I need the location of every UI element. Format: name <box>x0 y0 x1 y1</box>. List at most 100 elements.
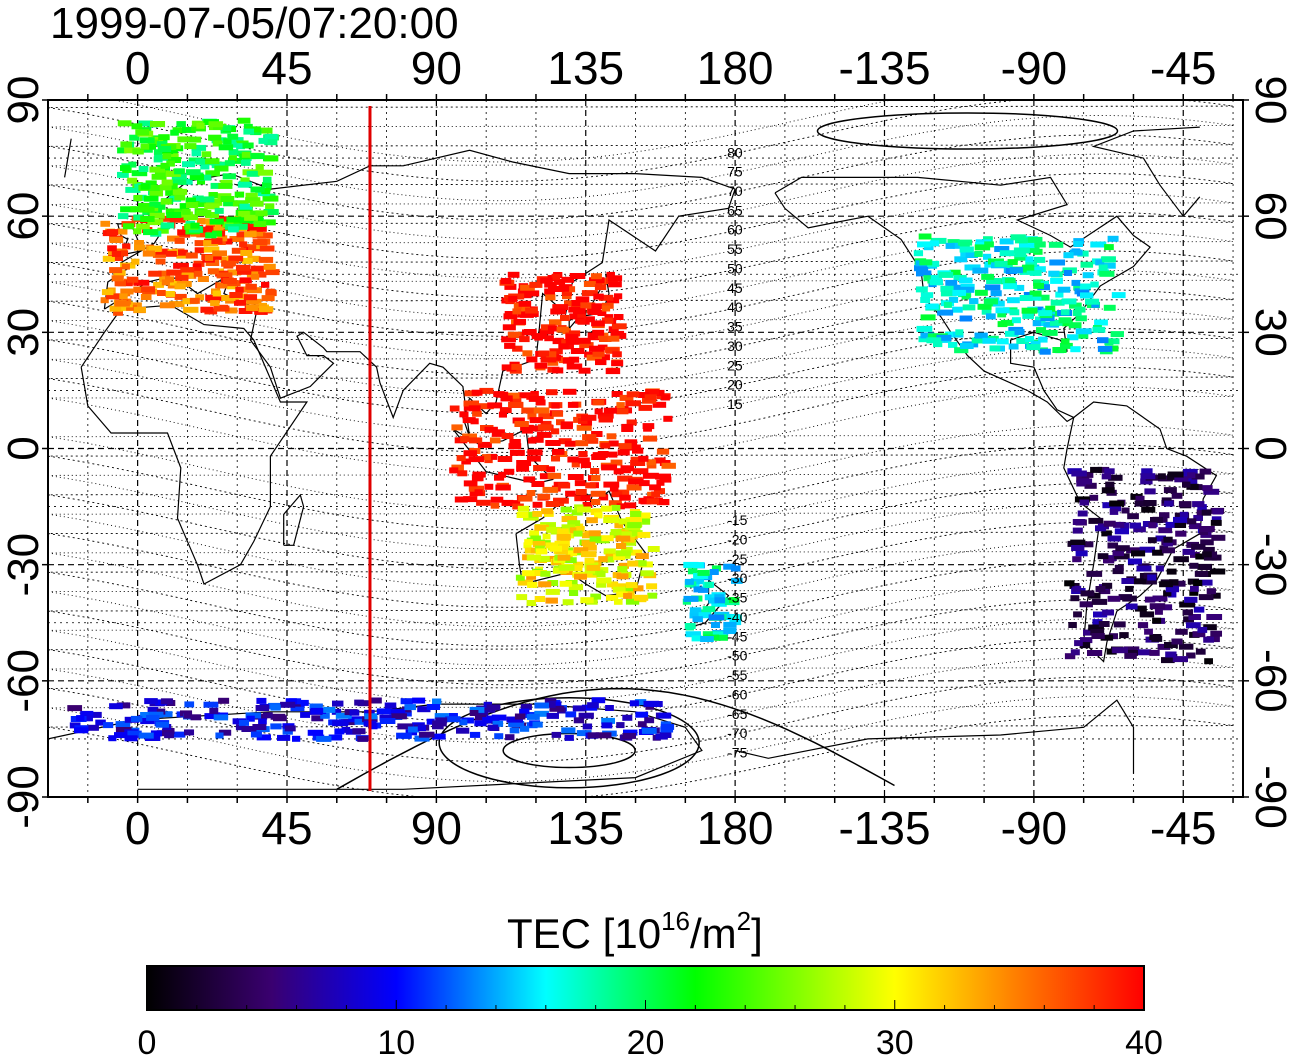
tec-point <box>1173 556 1189 563</box>
tec-point <box>131 258 140 265</box>
tec-point <box>1095 586 1106 592</box>
tec-point <box>621 546 633 553</box>
tec-point <box>622 732 637 739</box>
tec-point <box>551 410 564 417</box>
tec-point <box>139 137 155 144</box>
tec-point <box>153 281 165 288</box>
tec-point <box>215 223 226 230</box>
tec-point <box>630 511 642 517</box>
tec-point <box>567 520 581 527</box>
colorbar-title-mid: /m <box>690 910 737 957</box>
contour-label: 50 <box>727 260 743 276</box>
tec-point <box>1195 553 1209 560</box>
tec-point <box>1112 647 1128 654</box>
tec-point <box>592 350 605 357</box>
tec-point <box>153 149 163 156</box>
tec-point <box>191 270 203 277</box>
tec-point <box>1058 317 1072 324</box>
tec-point <box>587 437 599 444</box>
tec-point <box>1186 483 1199 490</box>
magnetic-contour <box>48 637 1234 724</box>
tec-point <box>1080 590 1095 597</box>
tec-point <box>469 710 479 716</box>
tec-point <box>1109 505 1122 512</box>
tec-point <box>575 489 587 495</box>
tec-point <box>578 457 590 464</box>
tec-point <box>642 397 657 404</box>
tec-point <box>191 144 207 151</box>
tec-point <box>1113 521 1125 528</box>
tec-point <box>239 719 250 726</box>
tec-point <box>177 136 192 143</box>
tec-point <box>1078 478 1093 485</box>
tec-point <box>552 304 569 311</box>
tec-point <box>608 500 622 507</box>
tec-point <box>119 250 129 257</box>
tec-point <box>237 223 248 230</box>
tec-point <box>916 325 933 332</box>
tec-point <box>245 192 258 199</box>
tec-point <box>117 171 129 178</box>
tec-point <box>626 419 637 426</box>
tec-point <box>569 273 586 279</box>
contour-label: 20 <box>727 377 743 393</box>
tec-point <box>554 278 566 285</box>
tec-point <box>162 153 172 160</box>
tec-point <box>133 306 146 313</box>
tec-point <box>1050 299 1065 306</box>
tec-point <box>200 306 214 313</box>
tec-point <box>697 569 710 576</box>
tec-point <box>550 308 567 315</box>
tec-point <box>509 397 522 403</box>
tec-point <box>1193 515 1203 521</box>
tec-point <box>475 475 484 482</box>
tec-point <box>1026 344 1041 351</box>
tec-point <box>1068 622 1077 628</box>
top-axis-label: -45 <box>1150 42 1216 94</box>
tec-point <box>995 307 1010 314</box>
tec-point <box>148 711 164 718</box>
tec-point <box>256 697 267 704</box>
tec-point <box>463 400 480 407</box>
tec-point <box>196 231 212 238</box>
tec-point <box>549 319 562 326</box>
tec-point <box>591 454 606 460</box>
tec-point <box>1164 642 1178 648</box>
tec-point <box>684 578 694 585</box>
tec-point <box>197 217 206 224</box>
tec-point <box>927 260 940 267</box>
tec-point <box>1191 543 1206 550</box>
tec-point <box>564 734 574 741</box>
tec-point <box>1203 488 1220 495</box>
tec-point <box>165 291 175 297</box>
tec-point <box>578 712 594 719</box>
tec-point <box>127 177 138 184</box>
tec-point <box>215 732 224 739</box>
tec-point <box>474 720 487 727</box>
tec-point <box>1092 326 1106 333</box>
tec-point <box>618 562 629 569</box>
tec-point <box>197 276 209 282</box>
tec-point <box>200 163 210 170</box>
tec-point <box>1118 594 1132 601</box>
tec-point <box>482 717 491 724</box>
tec-point <box>570 348 585 354</box>
tec-point <box>539 473 555 480</box>
magnetic-contour <box>48 366 1234 453</box>
tec-point <box>564 440 576 447</box>
tec-point <box>1049 319 1063 326</box>
tec-point <box>551 402 560 409</box>
tec-point <box>212 250 227 257</box>
tec-point <box>95 719 106 726</box>
tec-point <box>156 708 166 715</box>
tec-point <box>524 547 537 554</box>
tec-point <box>263 209 279 215</box>
tec-point <box>507 331 521 338</box>
colorbar-title-sup2: 2 <box>737 906 751 936</box>
tec-point <box>642 516 651 523</box>
tec-point <box>1095 259 1105 266</box>
tec-point <box>1042 329 1058 336</box>
tec-point <box>999 238 1014 245</box>
tec-point <box>160 198 172 205</box>
tec-point <box>114 300 130 307</box>
